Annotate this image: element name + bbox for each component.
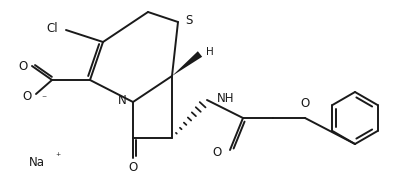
Text: O: O <box>128 161 138 174</box>
Text: O: O <box>23 89 32 102</box>
Polygon shape <box>172 51 202 76</box>
Text: S: S <box>185 14 192 27</box>
Text: O: O <box>300 97 310 110</box>
Text: H: H <box>206 47 214 57</box>
Text: NH: NH <box>217 92 235 105</box>
Text: ⁺: ⁺ <box>55 152 60 162</box>
Text: Na: Na <box>29 155 45 168</box>
Text: ⁻: ⁻ <box>41 94 46 104</box>
Text: O: O <box>213 146 222 158</box>
Text: N: N <box>118 95 127 108</box>
Text: O: O <box>19 59 28 73</box>
Text: Cl: Cl <box>46 23 58 36</box>
